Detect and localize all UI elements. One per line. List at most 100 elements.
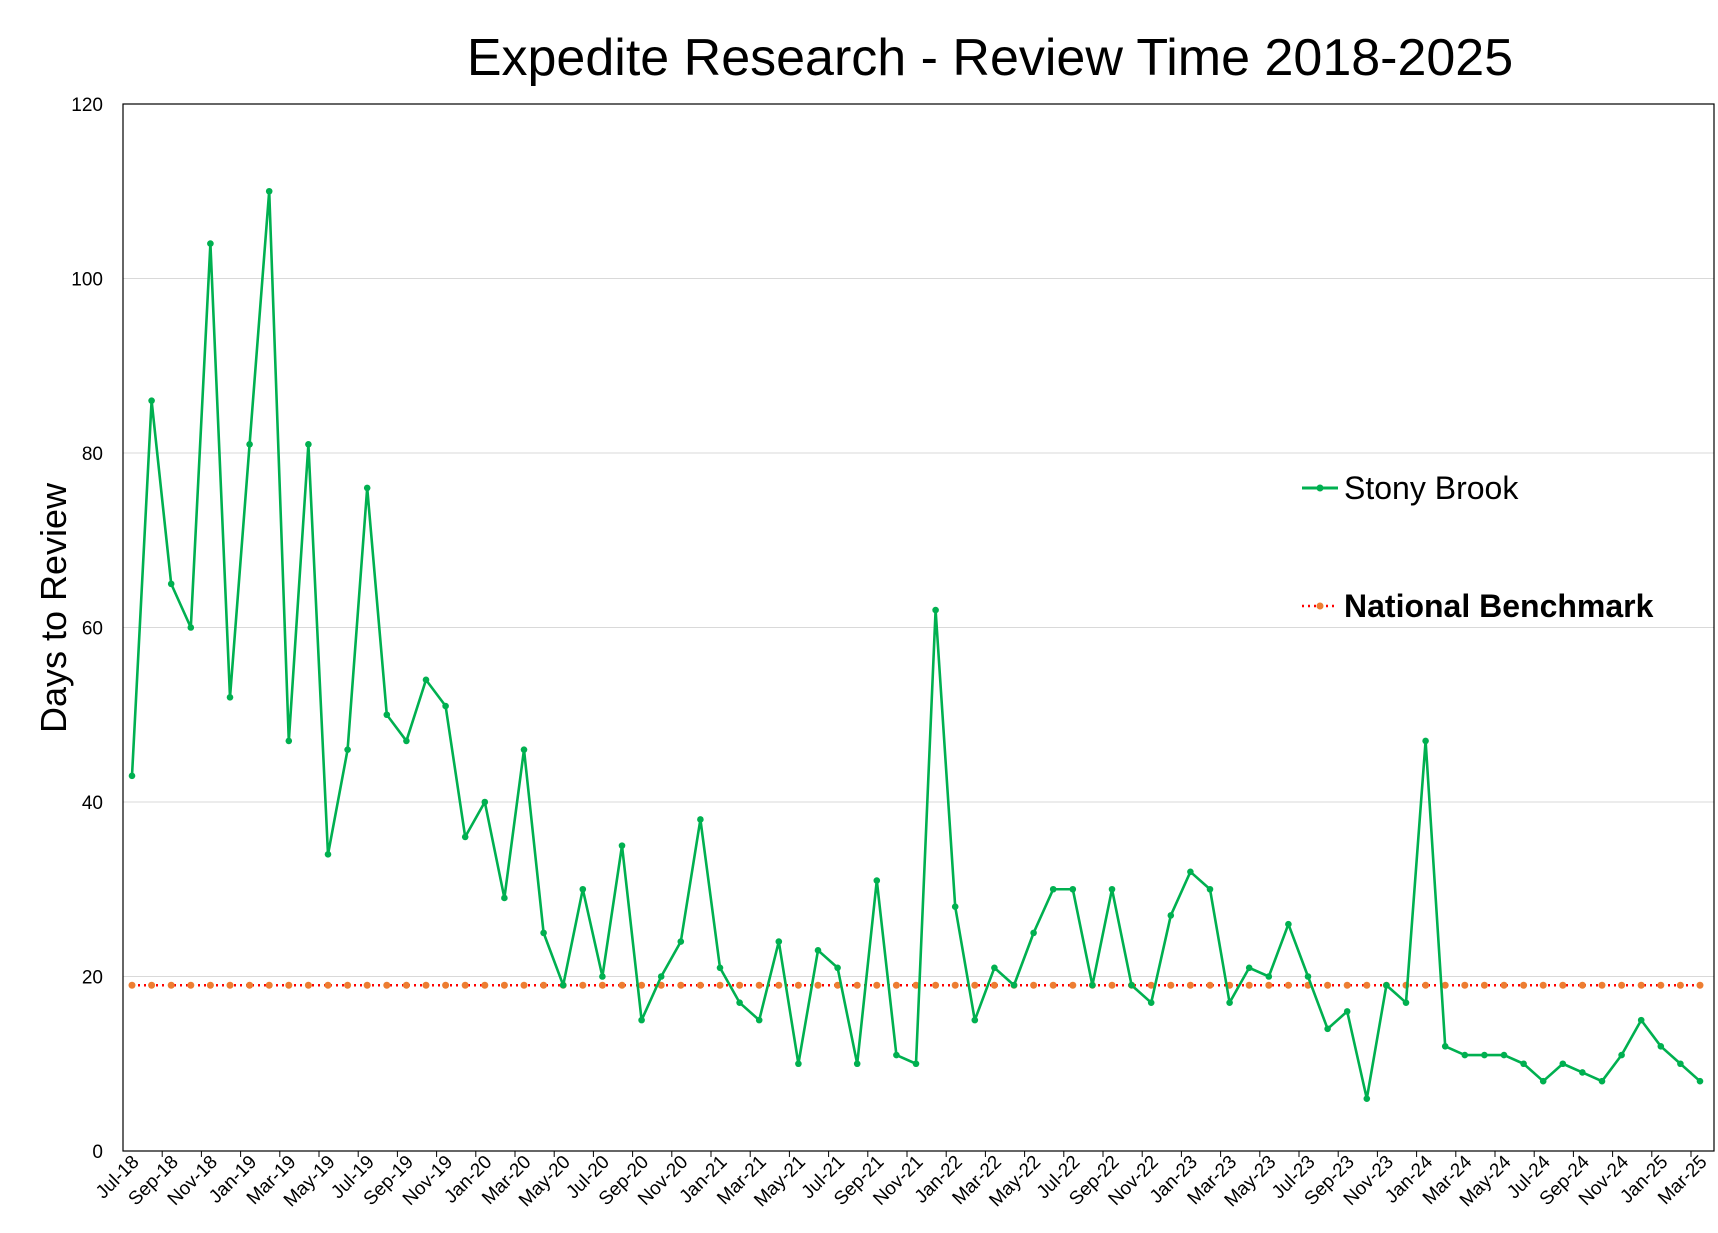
point-stony-brook [520, 746, 528, 753]
point-stony-brook [834, 964, 841, 972]
point-national-benchmark [363, 981, 371, 989]
point-national-benchmark [265, 981, 273, 989]
point-stony-brook [540, 929, 547, 937]
point-national-benchmark [1676, 981, 1684, 989]
y-axis-ticks: 0 20 40 60 80 100 120 [71, 95, 103, 1163]
point-stony-brook [1422, 737, 1429, 745]
y-tick-label: 0 [92, 1142, 103, 1163]
point-stony-brook [226, 694, 234, 701]
point-national-benchmark [481, 981, 489, 989]
point-national-benchmark [1324, 981, 1332, 989]
point-national-benchmark [402, 981, 410, 989]
point-national-benchmark [1186, 981, 1194, 989]
point-stony-brook [697, 816, 704, 823]
point-national-benchmark [1520, 981, 1528, 989]
point-stony-brook [1383, 981, 1390, 989]
point-stony-brook [1579, 1069, 1586, 1076]
point-stony-brook [1441, 1043, 1449, 1050]
point-stony-brook [1637, 1016, 1645, 1024]
point-national-benchmark [736, 981, 744, 989]
y-tick-label: 120 [71, 95, 103, 116]
point-national-benchmark [1069, 981, 1077, 989]
point-national-benchmark [1167, 981, 1175, 989]
point-national-benchmark [148, 981, 156, 989]
point-stony-brook [716, 964, 724, 972]
point-stony-brook [912, 1060, 920, 1068]
point-stony-brook [971, 1016, 979, 1024]
point-stony-brook [1167, 912, 1175, 919]
point-stony-brook [657, 973, 665, 980]
y-tick-label: 40 [82, 793, 103, 814]
point-national-benchmark [1245, 981, 1253, 989]
point-stony-brook [1128, 981, 1135, 989]
point-stony-brook [599, 973, 606, 980]
point-stony-brook [1677, 1060, 1684, 1068]
point-national-benchmark [1049, 981, 1057, 989]
point-stony-brook [1481, 1051, 1488, 1059]
point-stony-brook [1324, 1025, 1331, 1033]
point-national-benchmark [1030, 981, 1038, 989]
point-national-benchmark [422, 981, 430, 989]
point-national-benchmark [618, 981, 626, 989]
series-line-stony-brook [130, 189, 1701, 1100]
series-layer [128, 187, 1704, 1102]
point-stony-brook [853, 1060, 861, 1068]
point-stony-brook [442, 702, 449, 710]
point-national-benchmark [1637, 981, 1645, 989]
point-national-benchmark [1147, 981, 1155, 989]
point-national-benchmark [932, 981, 940, 989]
point-stony-brook [285, 737, 293, 745]
legend-marker-stony-brook [1316, 484, 1324, 492]
point-national-benchmark [638, 981, 646, 989]
point-national-benchmark [834, 981, 842, 989]
point-national-benchmark [461, 981, 469, 989]
point-national-benchmark [1578, 981, 1586, 989]
point-national-benchmark [520, 981, 528, 989]
point-stony-brook [1500, 1051, 1508, 1059]
point-national-benchmark [304, 981, 312, 989]
point-national-benchmark [1480, 981, 1488, 989]
point-national-benchmark [187, 981, 195, 989]
point-national-benchmark [853, 981, 861, 989]
point-stony-brook [1089, 981, 1096, 989]
x-axis-ticks: Jul-18Sep-18Nov-18Jan-19Mar-19May-19Jul-… [92, 1151, 1712, 1211]
point-stony-brook [481, 798, 489, 806]
point-national-benchmark [324, 981, 332, 989]
point-stony-brook [1618, 1051, 1625, 1059]
point-national-benchmark [442, 981, 450, 989]
point-national-benchmark [1441, 981, 1449, 989]
point-national-benchmark [1598, 981, 1606, 989]
point-national-benchmark [1108, 981, 1116, 989]
point-stony-brook [305, 440, 312, 448]
y-tick-label: 80 [82, 444, 103, 465]
gridlines [123, 278, 1714, 977]
legend-label-stony-brook: Stony Brook [1344, 470, 1519, 506]
chart-title: Expedite Research - Review Time 2018-202… [467, 29, 1513, 87]
point-stony-brook [1108, 885, 1116, 893]
legend-label-national-benchmark: National Benchmark [1344, 588, 1654, 624]
point-national-benchmark [1284, 981, 1292, 989]
legend-item-national-benchmark: National Benchmark [1302, 588, 1654, 624]
point-stony-brook [638, 1016, 645, 1024]
point-national-benchmark [1461, 981, 1469, 989]
point-stony-brook [363, 484, 371, 492]
point-national-benchmark [285, 981, 293, 989]
point-stony-brook [1030, 929, 1037, 937]
point-stony-brook [775, 938, 783, 945]
point-national-benchmark [1265, 981, 1273, 989]
point-national-benchmark [128, 981, 136, 989]
point-stony-brook [187, 624, 195, 631]
point-national-benchmark [226, 981, 234, 989]
point-national-benchmark [1343, 981, 1351, 989]
point-stony-brook [1226, 999, 1233, 1006]
point-stony-brook [951, 903, 959, 910]
point-national-benchmark [344, 981, 352, 989]
point-stony-brook [1265, 973, 1273, 980]
point-stony-brook [991, 964, 998, 972]
point-stony-brook [1402, 999, 1410, 1006]
point-stony-brook [814, 947, 822, 954]
point-stony-brook [461, 833, 469, 841]
point-stony-brook [755, 1016, 763, 1024]
point-stony-brook [579, 885, 587, 893]
